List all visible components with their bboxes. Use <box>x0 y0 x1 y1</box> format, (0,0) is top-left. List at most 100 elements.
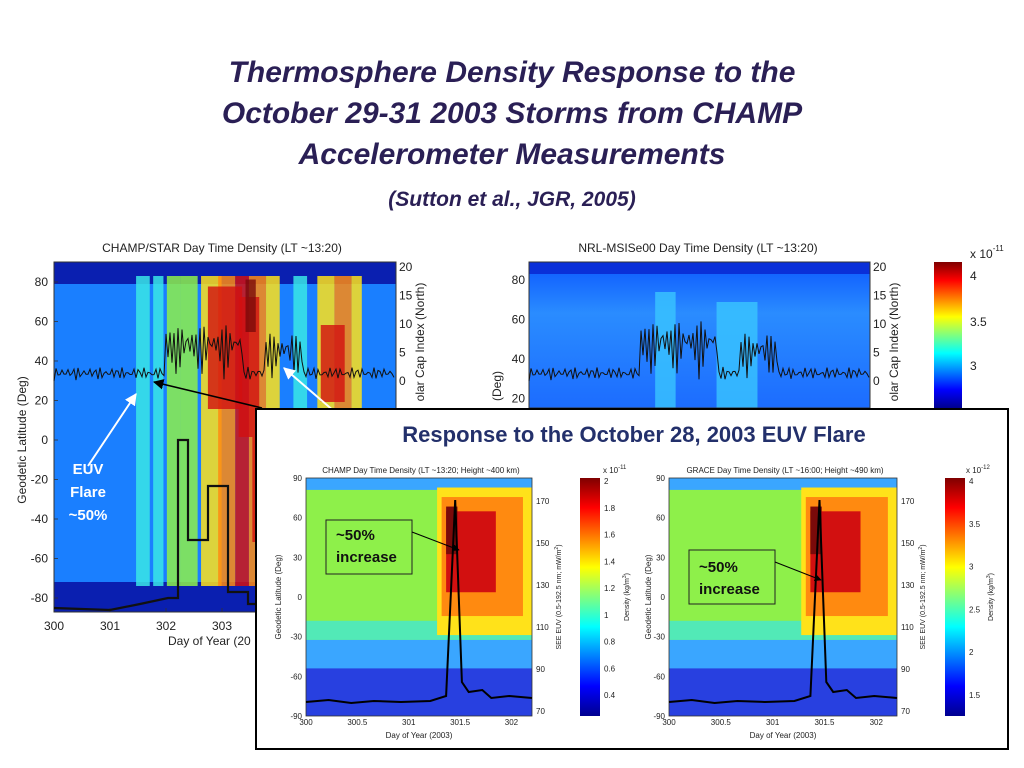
champ-star-step-line <box>53 438 396 612</box>
colorbar-tick-label: 3.5 <box>970 315 987 329</box>
colorbar-tick-label: 4 <box>969 477 974 486</box>
y-tick-label: 40 <box>512 352 526 366</box>
x-tick-label: 300.5 <box>347 718 368 727</box>
champ-star-y-ticks: 80 60 40 20 0 -20 -40 -60 -80 <box>31 275 58 605</box>
y-tick-label: -30 <box>653 633 665 642</box>
y-tick-label: 80 <box>35 275 49 289</box>
champ-y2-ticks: 170 150 130 110 90 70 <box>536 497 550 716</box>
champ-annotation-line-1: ~50% <box>336 527 375 544</box>
champ-panel: CHAMP Day Time Density (LT ~13:20; Heigh… <box>274 465 631 740</box>
champ-annotation-box <box>325 519 413 575</box>
y-tick-label: 30 <box>293 553 302 562</box>
grace-y2-ticks: 170 150 130 110 90 70 <box>901 497 915 716</box>
champ-colorbar-ticks: 2 1.8 1.6 1.4 1.2 1 0.8 0.6 0.4 <box>604 477 616 700</box>
msis-colorbar <box>934 262 962 408</box>
x-tick-label: 301 <box>766 718 780 727</box>
champ-star-y2-ticks: 20 15 10 5 0 <box>399 260 413 388</box>
y-tick-label: 60 <box>656 514 665 523</box>
champ-y-label: Geodetic Latitude (Deg) <box>274 554 283 639</box>
euv-flare-label-line-2: Flare <box>70 484 106 501</box>
champ-euv-line <box>305 499 533 705</box>
y-tick-label: -30 <box>290 633 302 642</box>
x-tick-label: 301 <box>402 718 416 727</box>
y2-tick-label: 170 <box>536 497 550 506</box>
density-band <box>669 478 897 490</box>
msis-y2-ticks: 20 15 10 5 0 <box>873 260 887 388</box>
y2-tick-label: 70 <box>536 707 545 716</box>
y2-tick-label: 20 <box>399 260 413 274</box>
champ-density-bands <box>306 478 532 716</box>
x-tick-label: 300.5 <box>711 718 732 727</box>
grace-annotation-box <box>688 549 776 605</box>
x-tick-label: 301.5 <box>814 718 835 727</box>
y-tick-label: 40 <box>35 354 49 368</box>
y2-tick-label: 110 <box>536 623 549 632</box>
colorbar-tick-label: 3.5 <box>969 520 981 529</box>
x-tick-label: 300 <box>44 619 64 633</box>
colorbar-tick-label: 1.8 <box>604 504 616 513</box>
champ-star-title: CHAMP/STAR Day Time Density (LT ~13:20) <box>102 241 342 255</box>
grace-annotation-arrow <box>774 561 822 581</box>
x-tick-label: 300 <box>299 718 313 727</box>
champ-annotation-arrow <box>411 531 460 552</box>
msis-y-label: (Deg) <box>490 371 504 401</box>
y-tick-label: -80 <box>31 591 49 605</box>
colorbar-tick-label: 0.6 <box>604 664 616 673</box>
y2-tick-label: 170 <box>901 497 915 506</box>
msis-plot-area <box>529 262 870 408</box>
y2-tick-label: 0 <box>873 374 880 388</box>
champ-annotation-line-2: increase <box>336 549 397 566</box>
grace-annotation-line-2: increase <box>699 581 760 598</box>
x-tick-label: 301 <box>100 619 120 633</box>
champ-colorbar-label: Density (kg/m3) <box>622 573 631 621</box>
y-tick-label: -90 <box>290 712 302 721</box>
y-tick-label: 20 <box>512 392 526 406</box>
colorbar-tick-label: 2 <box>969 648 974 657</box>
champ-x-label: Day of Year (2003) <box>386 731 453 740</box>
y-tick-label: 0 <box>298 593 303 602</box>
grace-panel: GRACE Day Time Density (LT ~16:00; Heigh… <box>644 465 995 740</box>
colorbar-tick-label: 2.5 <box>969 605 981 614</box>
inset-title: Response to the October 28, 2003 EUV Fla… <box>402 422 866 447</box>
y2-tick-label: 15 <box>399 289 413 303</box>
y-tick-label: -90 <box>653 712 665 721</box>
y2-tick-label: 10 <box>873 317 887 331</box>
white-arrow-right <box>283 367 336 413</box>
grace-annotation-line-1: ~50% <box>699 559 738 576</box>
colorbar-tick-label: 1.2 <box>604 584 616 593</box>
y2-tick-label: 110 <box>901 623 914 632</box>
pointer-arrow-to-inset <box>152 379 263 409</box>
slide-title-line-3: Accelerometer Measurements <box>298 138 726 171</box>
y2-tick-label: 70 <box>901 707 910 716</box>
champ-colorbar <box>580 478 600 716</box>
grace-colorbar-label: Density (kg/m3) <box>986 573 995 621</box>
grace-y2-label: SEE EUV (0.5-192.5 nm; mW/m2) <box>918 544 927 649</box>
grace-x-ticks: 300 300.5 301 301.5 302 <box>662 718 883 727</box>
flare-response <box>446 506 458 555</box>
x-tick-label: 302 <box>505 718 519 727</box>
euv-flare-label-line-3: ~50% <box>69 507 108 524</box>
colorbar-tick-label: 4 <box>970 269 977 283</box>
citation: (Sutton et al., JGR, 2005) <box>388 188 636 211</box>
grace-colorbar-exponent: x 10-12 <box>966 465 990 475</box>
y-tick-label: 90 <box>293 474 302 483</box>
density-hotspot <box>320 325 345 402</box>
y2-tick-label: 90 <box>536 665 545 674</box>
champ-star-y-label: Geodetic Latitude (Deg) <box>15 376 29 503</box>
champ-star-polar-cap-index-line <box>53 325 395 382</box>
y-tick-label: -60 <box>290 672 302 681</box>
msis-colorbar-ticks: 43.53 <box>970 269 987 373</box>
y-tick-label: 80 <box>512 273 526 287</box>
y-tick-label: 60 <box>512 313 526 327</box>
y2-tick-label: 150 <box>536 539 550 548</box>
y2-tick-label: 10 <box>399 317 413 331</box>
y-tick-label: 30 <box>656 553 665 562</box>
y-tick-label: 20 <box>35 394 49 408</box>
density-column <box>655 292 676 408</box>
x-tick-label: 303 <box>212 619 232 633</box>
y2-tick-label: 15 <box>873 289 887 303</box>
y2-tick-label: 130 <box>536 581 550 590</box>
y2-tick-label: 20 <box>873 260 887 274</box>
msis-y-ticks: 80 60 40 20 <box>512 273 526 406</box>
y-tick-label: 60 <box>35 315 49 329</box>
